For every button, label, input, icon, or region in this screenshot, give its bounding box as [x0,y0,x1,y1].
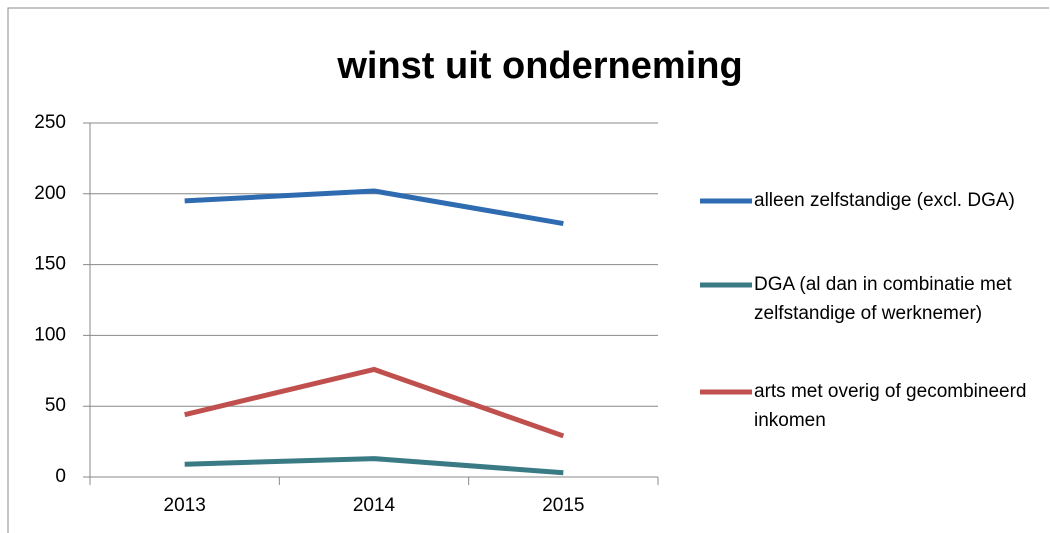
x-tick-label: 2013 [164,495,206,516]
legend-label: DGA (al dan in combinatie met zelfstandi… [754,274,1012,324]
y-tick-label: 250 [34,112,66,133]
y-tick-label: 0 [55,466,66,487]
series-line [184,456,564,476]
y-tick-label: 200 [34,183,66,204]
x-tick-label: 2015 [542,495,584,516]
series-line [184,366,565,439]
legend-label: arts met overig of gecombineerd inkomen [754,381,1027,431]
x-tick-label: 2014 [353,495,396,516]
y-tick-label: 50 [45,395,66,416]
legend-label: alleen zelfstandige (excl. DGA) [754,190,1015,211]
y-tick-label: 100 [34,324,66,345]
chart-title: winst uit onderneming [336,45,742,87]
y-tick-label: 150 [34,254,66,275]
series-line [184,188,564,226]
chart-frame [7,7,1049,533]
